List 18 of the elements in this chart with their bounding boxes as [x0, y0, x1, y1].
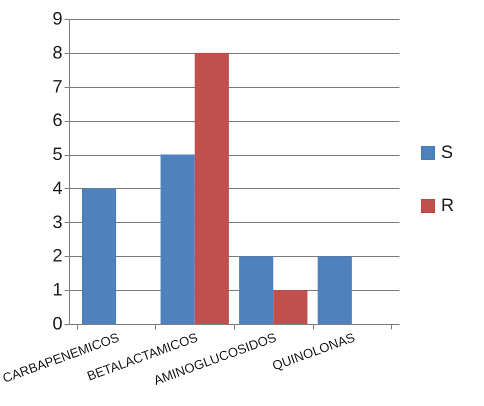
bar	[318, 256, 352, 324]
y-tick-label: 2	[52, 246, 62, 266]
y-tick-label: 7	[52, 76, 62, 96]
bar	[82, 188, 116, 324]
legend-label: R	[441, 195, 454, 215]
legend-label: S	[441, 142, 454, 162]
y-tick-label: 3	[52, 212, 62, 232]
bar	[194, 52, 229, 324]
y-tick-label: 5	[52, 144, 62, 164]
y-tick-label: 4	[52, 178, 62, 198]
y-tick-label: 8	[52, 42, 62, 62]
bar	[239, 256, 274, 324]
y-tick-label: 9	[52, 8, 62, 28]
bar	[160, 154, 195, 324]
y-tick-label: 6	[52, 110, 62, 130]
y-tick-label: 0	[52, 314, 62, 334]
y-tick-label: 1	[52, 280, 62, 300]
bar	[273, 290, 308, 324]
